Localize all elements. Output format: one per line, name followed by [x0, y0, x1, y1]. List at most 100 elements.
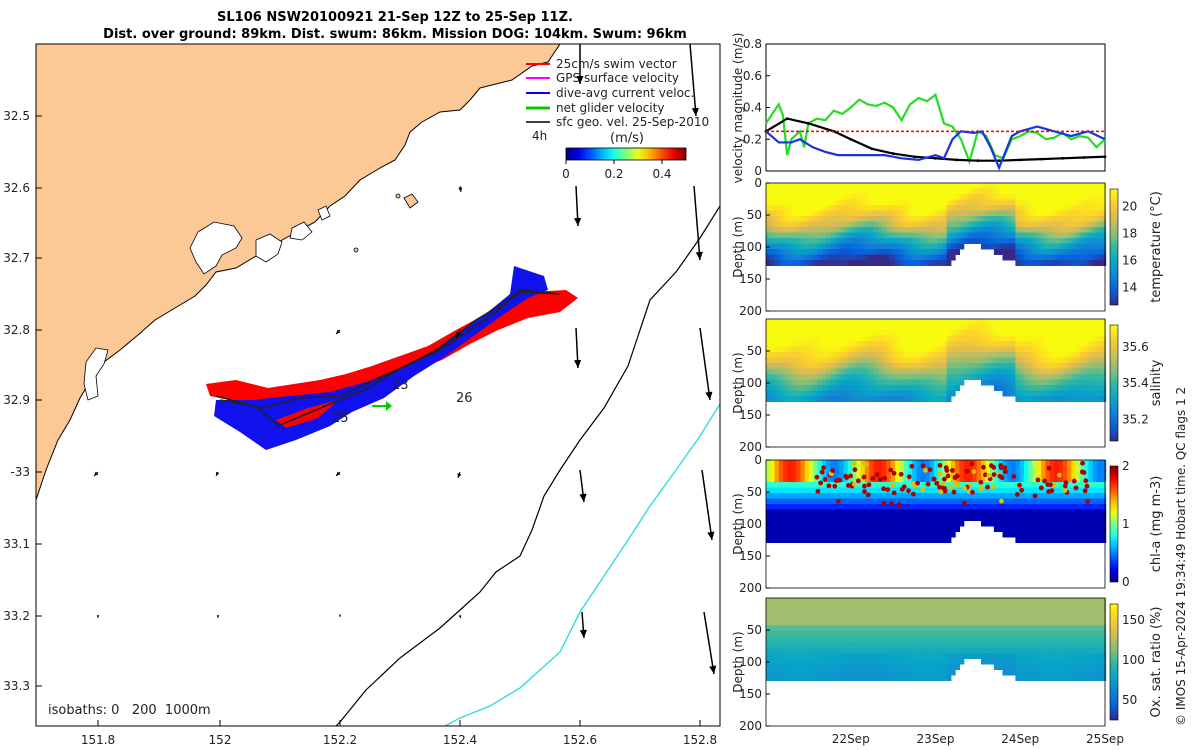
title-line-1: SL106 NSW20100921 21-Sep 12Z to 25-Sep 1…	[217, 10, 573, 25]
velocity-series-point	[870, 147, 874, 151]
chl-sample-dot	[1046, 465, 1052, 471]
velocity-ytick-label: 0.8	[743, 37, 762, 51]
colorbar-tick-label: 35.4	[1122, 376, 1149, 390]
chl-sample-dot	[881, 486, 886, 492]
colorbar-label: salinity	[1149, 359, 1164, 406]
chl-sample-dot	[826, 483, 832, 489]
lagoon-3	[289, 221, 313, 241]
day-label-25: 25	[332, 411, 349, 426]
depth-tick-label: 0	[754, 453, 762, 467]
title-line-2: Dist. over ground: 89km. Dist. swum: 86k…	[103, 27, 687, 42]
colorbar-tick-label: 150	[1122, 613, 1145, 627]
geo-velocity-arrow	[458, 185, 463, 193]
colorbar-label: temperature (°C)	[1149, 191, 1164, 303]
chl-sample-dot	[891, 470, 897, 476]
chl-sample-dot	[845, 483, 851, 488]
geo-velocity-arrow	[455, 329, 461, 339]
colorbar-tick-label: 35.2	[1122, 412, 1149, 426]
chl-sample-dot	[891, 490, 897, 496]
colorbar-tick-label: 2	[1122, 459, 1130, 473]
chl-sample-dot	[898, 471, 904, 477]
chl-sample-dot	[1002, 469, 1008, 475]
colorbar-label: chl-a (mg m-3)	[1149, 476, 1164, 573]
depth-ylabel: Depth (m)	[731, 352, 745, 413]
colorbar-tick-label: 0	[562, 167, 570, 181]
chl-sample-dot	[819, 469, 825, 475]
velocity-ytick-label: 0.4	[743, 101, 762, 115]
depth-tick-label: 100	[739, 517, 762, 531]
island-2	[353, 247, 359, 253]
heatmap-colorbar	[1109, 324, 1119, 442]
heatmap-panel-3: 0 50 100 150 200 Depth (m) 0 1 2 chl-a (mg m-3)	[731, 453, 1164, 595]
chl-sample-dot	[920, 463, 926, 469]
depth-tick-label: 150	[739, 549, 762, 563]
isobath-200m	[335, 205, 720, 726]
velocity-series-point	[891, 152, 895, 155]
chl-sample-dot	[818, 480, 824, 486]
colorbar-tick-label: 0	[1122, 575, 1130, 589]
geo-velocity-arrow	[335, 329, 341, 335]
chl-sample-dot	[906, 488, 911, 494]
time-tick-label: 22Sep	[832, 732, 870, 746]
depth-ylabel: Depth (m)	[731, 631, 745, 692]
chl-sample-dot	[940, 482, 946, 487]
velocity-series-point	[1018, 158, 1022, 162]
velocity-series-point	[1103, 155, 1107, 159]
chl-sample-dot	[950, 468, 955, 473]
depth-tick-label: 200	[739, 440, 762, 454]
legend-swim-label: 25cm/s swim vector	[556, 57, 677, 71]
chl-sample-dot	[978, 486, 984, 492]
chl-sample-dot	[896, 502, 902, 508]
chl-sample-dot	[814, 474, 820, 480]
chl-sample-dot	[852, 467, 858, 473]
island-3	[395, 193, 401, 199]
colorbar-tick-label: 16	[1122, 253, 1137, 267]
isobath-1000m	[444, 403, 720, 726]
chl-sample-dot	[851, 461, 857, 466]
chl-sample-dot	[1071, 478, 1077, 484]
net-glider-path	[215, 289, 561, 427]
speed-colorbar	[565, 147, 687, 161]
lat-tick-label: 32.6	[3, 181, 30, 195]
geo-velocity-arrow	[576, 44, 584, 84]
chl-sample-dot	[901, 484, 907, 490]
colorbar-tick-label: 35.6	[1122, 340, 1149, 354]
legend-gps-label: GPS surface velocity	[556, 71, 679, 85]
chl-sample-dot	[944, 468, 950, 473]
chl-sample-dot	[888, 467, 894, 473]
speed-colorbar-ticks: 0 0.2 0.4	[562, 160, 672, 181]
geo-velocity-arrow	[458, 614, 462, 619]
legend-net-label: net glider velocity	[556, 101, 664, 115]
heatmap-cells	[766, 598, 1107, 681]
chl-sample-dot	[862, 483, 867, 489]
velocity-series-point	[1082, 156, 1086, 159]
chl-sample-dot	[881, 500, 887, 506]
chl-sample-dot	[1051, 482, 1057, 488]
time-tick-label: 24Sep	[1001, 732, 1039, 746]
chl-sample-dot	[915, 480, 921, 486]
geo-velocity-arrow	[216, 615, 220, 618]
heatmap-colorbar	[1109, 465, 1119, 583]
chl-sample-dot	[885, 487, 891, 493]
chl-sample-dot	[1002, 465, 1008, 471]
chl-sample-dot	[906, 474, 912, 480]
velocity-series-point	[955, 158, 959, 162]
chl-sample-dot	[866, 482, 872, 488]
chl-sample-dot	[954, 473, 960, 479]
chl-sample-dot	[890, 482, 895, 488]
chl-sample-dot	[990, 484, 996, 490]
lat-tick-label: 32.5	[3, 109, 30, 123]
chl-sample-dot	[971, 469, 977, 475]
chl-sample-dot	[889, 501, 894, 506]
chl-sample-dot	[861, 460, 867, 466]
chl-sample-dot	[955, 482, 961, 488]
chl-sample-dot	[970, 489, 975, 495]
chl-sample-dot	[877, 477, 883, 482]
chl-sample-dot	[1079, 469, 1085, 475]
chl-sample-dot	[1011, 474, 1017, 479]
geo-velocity-arrow	[579, 469, 587, 503]
lat-tick-label: 33.3	[3, 679, 30, 693]
heatmap-cells	[766, 183, 1107, 266]
chl-sample-dot	[962, 500, 967, 506]
